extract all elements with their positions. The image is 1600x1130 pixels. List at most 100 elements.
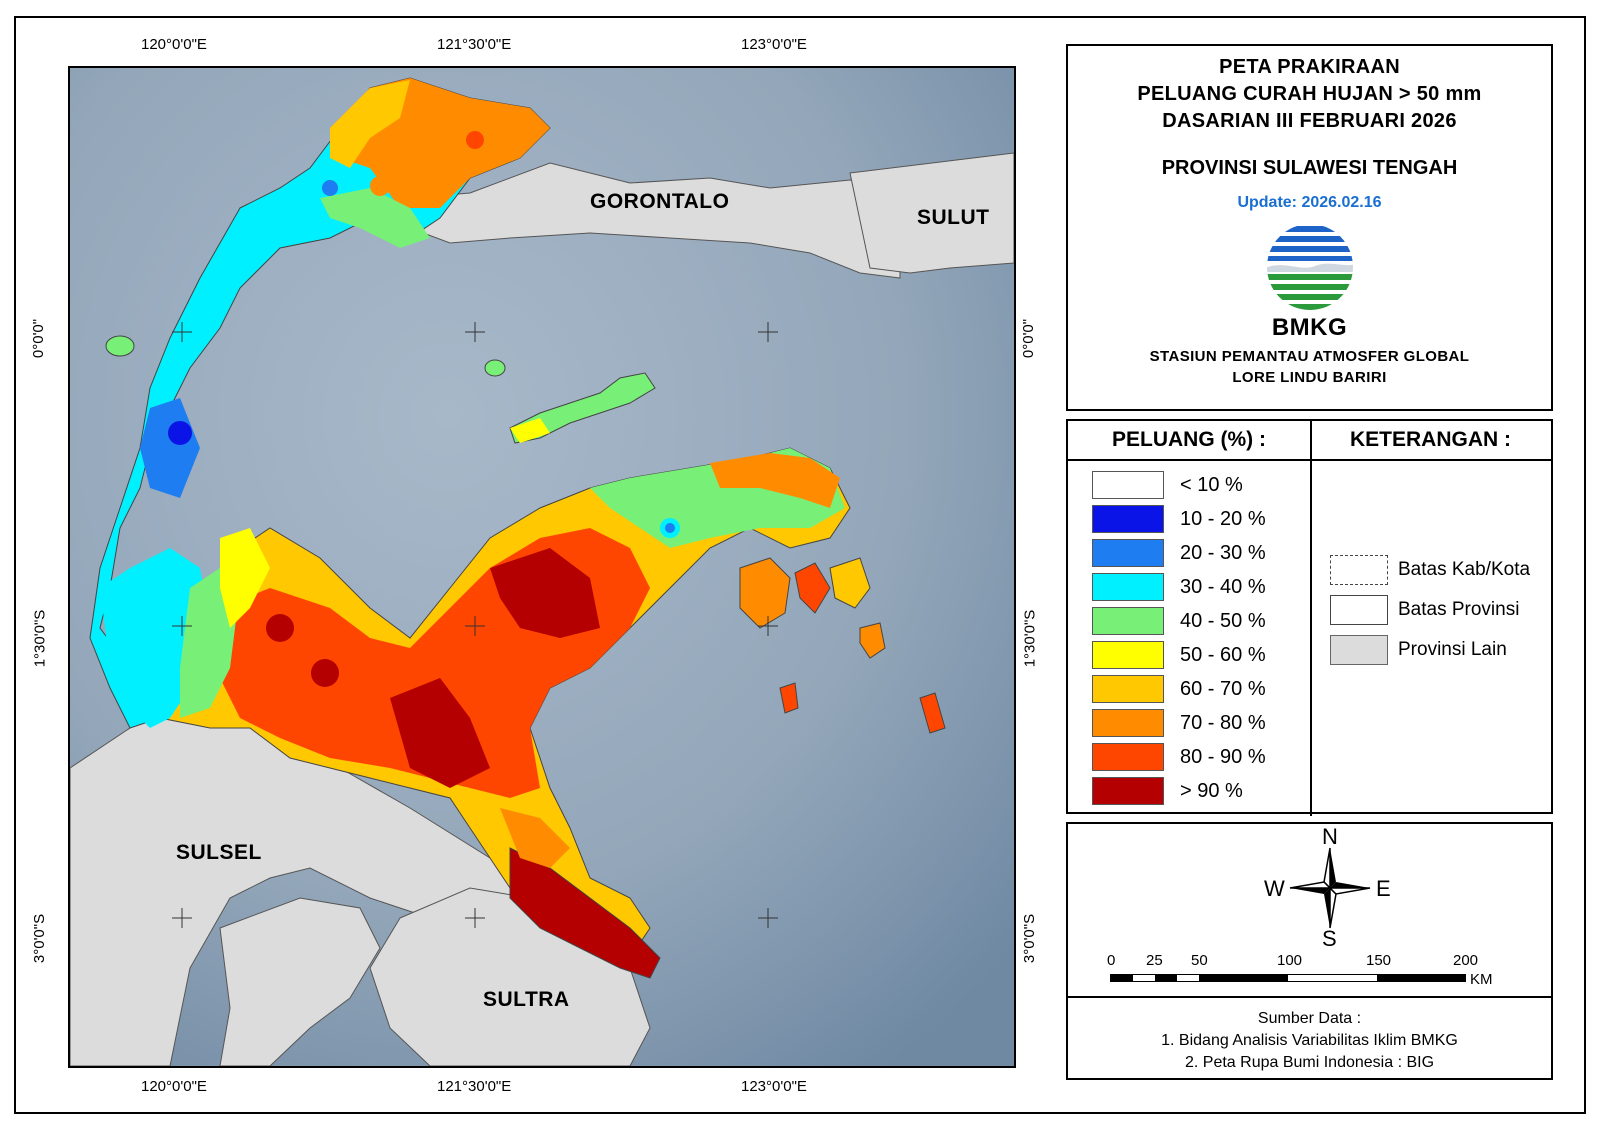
south-tail-land (509, 847, 661, 979)
scale-tick-50: 50 (1191, 952, 1208, 969)
banggai-islands (739, 557, 791, 629)
coord-top-120: 120°0'0"E (141, 36, 207, 53)
north-arm-yellow (330, 80, 410, 168)
legend-label: 30 - 40 % (1180, 575, 1266, 598)
legend-swatch (1092, 675, 1164, 703)
station-line-1: STASIUN PEMANTAU ATMOSFER GLOBAL (1149, 348, 1470, 365)
legend-row: > 90 % (1092, 776, 1243, 806)
legend-label: 80 - 90 % (1180, 745, 1266, 768)
legend-label: 40 - 50 % (1180, 609, 1266, 632)
legend-swatch (1092, 471, 1164, 499)
compass-e: E (1376, 876, 1391, 901)
title-line-2: PELUANG CURAH HUJAN > 50 mm (1137, 83, 1482, 105)
north-arm-green (320, 188, 430, 248)
legend-row: 10 - 20 % (1092, 504, 1266, 534)
title-line-3: DASARIAN III FEBRUARI 2026 (1162, 110, 1457, 132)
legend-peluang-title: PELUANG (%) : (1068, 421, 1312, 461)
ket-prov-row: Batas Provinsi (1330, 595, 1519, 625)
coord-left-0: 0°0'0" (30, 318, 48, 359)
legend-row: 30 - 40 % (1092, 572, 1266, 602)
coord-bottom-121-30: 121°30'0"E (437, 1078, 512, 1095)
legend-swatch (1092, 641, 1164, 669)
coord-bottom-120: 120°0'0"E (141, 1078, 207, 1095)
compass-w: W (1264, 876, 1285, 901)
legend-swatch (1092, 505, 1164, 533)
source-line-2: 2. Peta Rupa Bumi Indonesia : BIG (1184, 1054, 1435, 1071)
rainfall-map[interactable]: GORONTALO SULUT SULSEL SULTRA (68, 66, 1016, 1068)
legend-panel: PELUANG (%) : KETERANGAN : < 10 % 10 - 20… (1066, 419, 1553, 816)
coord-top-123: 123°0'0"E (741, 36, 807, 53)
legend-swatch (1092, 607, 1164, 635)
legend-swatch (1092, 539, 1164, 567)
coord-bottom-123: 123°0'0"E (741, 1078, 807, 1095)
legend-row: 70 - 80 % (1092, 708, 1266, 738)
legend-row: 80 - 90 % (1092, 742, 1266, 772)
legend-row: 60 - 70 % (1092, 674, 1266, 704)
west-yellow-strip (220, 528, 270, 628)
legend-label: 10 - 20 % (1180, 507, 1266, 530)
province-title: PROVINSI SULAWESI TENGAH (1161, 157, 1458, 179)
bmkg-logo-icon (1265, 222, 1355, 312)
sulut-land (849, 152, 1014, 274)
legend-label: 20 - 30 % (1180, 541, 1266, 564)
legend-swatch (1092, 743, 1164, 771)
ket-kab-label: Batas Kab/Kota (1398, 559, 1531, 580)
legend-swatch (1092, 573, 1164, 601)
east-arm-orange (710, 453, 840, 508)
source-title: Sumber Data : (1257, 1010, 1362, 1027)
ket-lain-label: Provinsi Lain (1398, 639, 1507, 660)
south-tail-orange (500, 808, 570, 868)
info-panel: N S W E 0 25 50 100 150 200 KM Sumber Da… (1066, 822, 1553, 1080)
ket-lain-row: Provinsi Lain (1330, 635, 1507, 665)
coord-left-1-30: 1°30'0"S (31, 609, 49, 668)
central-darkred-1 (490, 548, 600, 638)
label-sultra: SULTRA (483, 988, 570, 1011)
blue-min-spot (168, 421, 192, 445)
logo-text: BMKG (1271, 314, 1348, 341)
source-divider (1068, 996, 1551, 998)
west-small-island (105, 335, 135, 357)
title-line-1: PETA PRAKIRAAN (1219, 56, 1400, 78)
map-canvas (70, 68, 1014, 1066)
scale-tick-0: 0 (1107, 952, 1116, 969)
legend-label: 50 - 60 % (1180, 643, 1266, 666)
legend-label: 60 - 70 % (1180, 677, 1266, 700)
coord-right-1-30: 1°30'0"S (1021, 609, 1039, 668)
central-darkred-2 (390, 678, 490, 788)
source-line-1: 1. Bidang Analisis Variabilitas Iklim BM… (1161, 1032, 1458, 1049)
legend-row: 20 - 30 % (1092, 538, 1266, 568)
legend-swatch (1092, 777, 1164, 805)
scale-tick-100: 100 (1277, 952, 1303, 969)
legend-keterangan-title: KETERANGAN : (1310, 421, 1551, 461)
coord-right-3: 3°0'0"S (1021, 913, 1039, 964)
togean-islands (509, 372, 656, 444)
gorontalo-land (409, 162, 901, 279)
legend-row: 40 - 50 % (1092, 606, 1266, 636)
scale-bar (1110, 974, 1466, 982)
outer-frame (14, 16, 1586, 1114)
label-gorontalo: GORONTALO (590, 190, 730, 213)
scale-tick-150: 150 (1366, 952, 1392, 969)
sulsel-south-land (219, 897, 381, 1066)
update-date: Update: 2026.02.16 (1237, 194, 1382, 211)
other-province-swatch (1330, 635, 1388, 665)
scale-tick-200: 200 (1453, 952, 1479, 969)
coord-right-0: 0°0'0" (1020, 318, 1038, 359)
legend-swatch (1092, 709, 1164, 737)
compass-s: S (1322, 926, 1337, 951)
graticule (172, 322, 778, 928)
small-island (484, 359, 506, 377)
legend-label: < 10 % (1180, 473, 1243, 496)
compass-rose-icon (1286, 844, 1374, 932)
coord-left-3: 3°0'0"S (31, 913, 49, 964)
coord-top-121-30: 121°30'0"E (437, 36, 512, 53)
label-sulut: SULUT (917, 206, 990, 229)
legend-divider (1310, 459, 1312, 816)
scale-tick-25: 25 (1146, 952, 1163, 969)
prov-boundary-swatch (1330, 595, 1388, 625)
compass-n: N (1322, 824, 1338, 849)
legend-row: < 10 % (1092, 470, 1243, 500)
scale-unit: KM (1470, 971, 1493, 988)
kab-boundary-swatch (1330, 555, 1388, 585)
legend-label: > 90 % (1180, 779, 1243, 802)
